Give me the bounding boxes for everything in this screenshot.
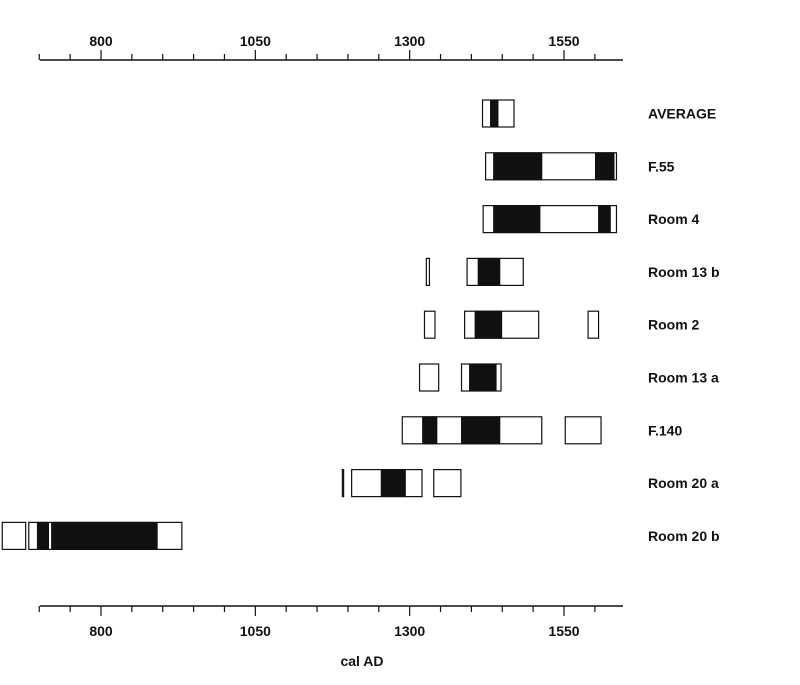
range-outer-bar: [564, 416, 602, 445]
range-inner-bar: [594, 152, 615, 181]
row-room-20-a: Room 20 a: [341, 469, 719, 498]
row-room-4: Room 4: [482, 205, 700, 234]
range-outer-bar: [418, 363, 440, 392]
row-room-2: Room 2: [423, 310, 700, 339]
row-label: Room 13 b: [648, 264, 720, 280]
range-inner-bar: [469, 363, 497, 392]
range-inner-bar: [461, 416, 501, 445]
range-outer-bar: [433, 469, 462, 498]
row-room-20-b: Room 20 b: [1, 521, 720, 551]
row-average: AVERAGE: [481, 99, 716, 128]
bottom-tick-label: 1050: [240, 623, 271, 639]
range-inner-bar: [474, 310, 503, 339]
bottom-tick-label: 1300: [394, 623, 425, 639]
range-inner-bar: [36, 521, 50, 550]
range-inner-bar: [51, 521, 158, 550]
range-inner-bar: [422, 416, 438, 445]
row-label: Room 20 a: [648, 475, 719, 491]
range-inner-bar: [493, 205, 541, 234]
row-f-55: F.55: [484, 152, 675, 181]
row-f-140: F.140: [401, 416, 682, 445]
range-inner-bar: [598, 205, 611, 234]
row-label: Room 2: [648, 317, 700, 333]
top-tick-label: 1050: [240, 33, 271, 49]
row-label: Room 4: [648, 211, 700, 227]
range-rows: AVERAGE F.55 Room 4 Room 13 b Room 2 Room 13 …: [1, 99, 720, 551]
range-inner-bar: [493, 152, 543, 181]
range-inner-bar: [380, 469, 406, 498]
row-room-13-a: Room 13 a: [418, 363, 719, 392]
x-axis-title: cal AD: [340, 653, 383, 669]
row-label: Room 13 a: [648, 370, 719, 386]
range-outer-bar: [425, 257, 431, 286]
range-inner-bar: [477, 257, 501, 286]
row-label: AVERAGE: [648, 106, 716, 122]
row-label: F.140: [648, 422, 682, 438]
bottom-tick-label: 1550: [548, 623, 579, 639]
top-tick-label: 1550: [548, 33, 579, 49]
top-tick-label: 800: [89, 33, 113, 49]
range-inner-bar: [490, 99, 499, 128]
range-outer-bar: [587, 310, 600, 339]
range-outer-bar: [341, 469, 345, 498]
bottom-axis: 800 1050 1300 1550: [38, 605, 623, 639]
top-tick-label: 1300: [394, 33, 425, 49]
range-outer-bar: [423, 310, 436, 339]
bottom-tick-label: 800: [89, 623, 113, 639]
top-axis: 800 1050 1300 1550: [38, 33, 623, 61]
row-label: F.55: [648, 158, 675, 174]
row-room-13-b: Room 13 b: [425, 257, 720, 286]
range-outer-bar: [1, 521, 27, 551]
row-label: Room 20 b: [648, 528, 720, 544]
